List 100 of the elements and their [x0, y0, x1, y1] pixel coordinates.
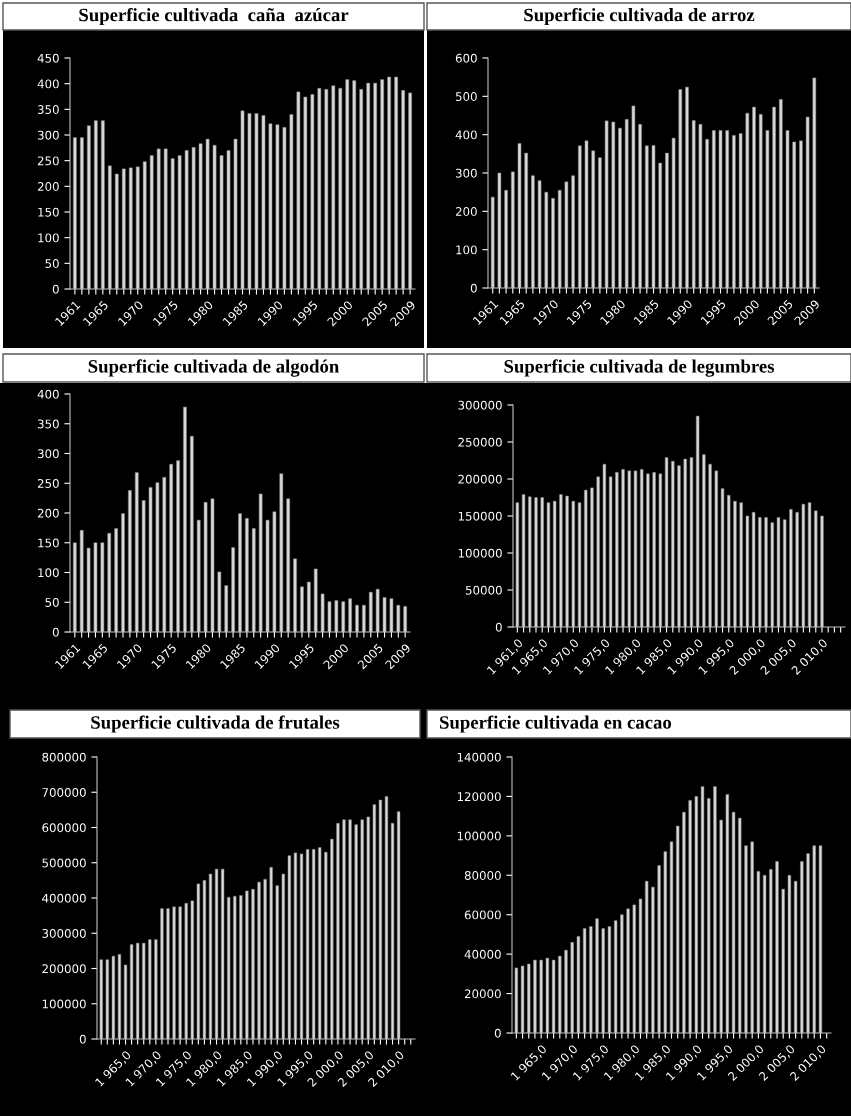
bar: [756, 871, 761, 1033]
bar: [758, 517, 762, 627]
bar: [160, 908, 164, 1039]
bar: [73, 137, 77, 289]
bar: [751, 512, 756, 627]
bar: [552, 500, 557, 627]
bar: [403, 606, 408, 632]
bar: [665, 152, 669, 288]
bar: [334, 600, 339, 632]
bar: [657, 865, 661, 1033]
bar: [210, 498, 215, 632]
bar: [611, 121, 616, 288]
bar: [184, 150, 189, 289]
bar: [163, 148, 168, 289]
bar: [212, 144, 217, 289]
bar: [384, 796, 389, 1039]
bar: [312, 849, 316, 1039]
bar: [801, 503, 806, 627]
bar: [589, 926, 593, 1033]
y-tick-label: 0: [495, 622, 502, 632]
bar: [254, 113, 259, 289]
bar: [799, 140, 803, 288]
bar: [533, 959, 537, 1033]
bar: [793, 880, 798, 1033]
y-tick-label: 100000: [457, 831, 501, 841]
bar: [172, 906, 176, 1039]
y-tick-label: 350: [37, 419, 59, 429]
bar: [792, 141, 796, 288]
bar: [205, 138, 210, 289]
bar: [694, 796, 698, 1033]
bar: [789, 509, 793, 627]
bar: [727, 495, 731, 627]
bar: [702, 454, 706, 627]
bar: [287, 855, 292, 1039]
bar: [154, 939, 158, 1039]
bar: [725, 794, 730, 1033]
bar: [214, 868, 219, 1039]
bar: [527, 963, 531, 1033]
bar: [631, 105, 636, 288]
bar: [305, 849, 310, 1039]
bar: [745, 112, 750, 288]
bar: [524, 152, 528, 288]
bar: [559, 494, 563, 627]
bar: [330, 838, 334, 1039]
bar: [685, 86, 689, 288]
bar: [227, 897, 231, 1039]
y-tick-label: 700000: [42, 787, 86, 797]
bar: [148, 487, 153, 632]
bar: [608, 476, 613, 627]
bar: [540, 497, 544, 627]
bar: [80, 137, 84, 289]
y-tick-label: 400: [455, 130, 477, 140]
bar: [781, 888, 785, 1033]
bar: [601, 928, 605, 1033]
bar: [595, 918, 599, 1033]
bar: [121, 513, 125, 632]
y-tick-label: 40000: [464, 949, 501, 959]
bar: [380, 79, 385, 289]
y-tick-label: 0: [52, 627, 59, 637]
bar: [658, 162, 662, 288]
bar: [279, 473, 284, 632]
bar: [627, 470, 631, 627]
bar: [100, 542, 105, 632]
bar: [93, 120, 98, 289]
bar: [355, 604, 359, 632]
bar: [348, 598, 352, 632]
y-tick-label: 100: [456, 245, 477, 255]
bar: [317, 88, 322, 289]
bar: [313, 568, 318, 632]
bar: [307, 581, 311, 632]
bar: [128, 167, 133, 289]
bar: [360, 819, 364, 1039]
y-tick-label: 50: [45, 259, 59, 268]
y-tick-label: 0: [470, 283, 477, 293]
bar: [289, 114, 294, 289]
bar: [203, 502, 208, 632]
bar: [504, 189, 508, 288]
bar: [394, 76, 398, 289]
bar: [345, 79, 350, 289]
bar: [733, 500, 737, 627]
bar: [691, 120, 696, 288]
y-tick-label: 0: [52, 284, 59, 294]
bar: [162, 477, 167, 632]
bar: [387, 76, 392, 289]
y-tick-label: 150000: [458, 511, 502, 521]
bar: [354, 824, 358, 1039]
bar: [128, 490, 132, 632]
bar: [719, 819, 723, 1033]
bar: [142, 161, 147, 289]
bar: [765, 130, 770, 288]
bar: [224, 585, 229, 632]
bar: [602, 463, 607, 627]
y-tick-label: 300000: [42, 928, 86, 938]
bar: [531, 175, 535, 288]
chart-title: Superficie cultivada de arroz: [524, 7, 755, 26]
bar: [296, 91, 301, 289]
bar: [564, 949, 568, 1033]
y-tick-label: 200000: [42, 964, 86, 974]
bar: [745, 515, 750, 627]
y-tick-label: 600000: [42, 823, 86, 833]
